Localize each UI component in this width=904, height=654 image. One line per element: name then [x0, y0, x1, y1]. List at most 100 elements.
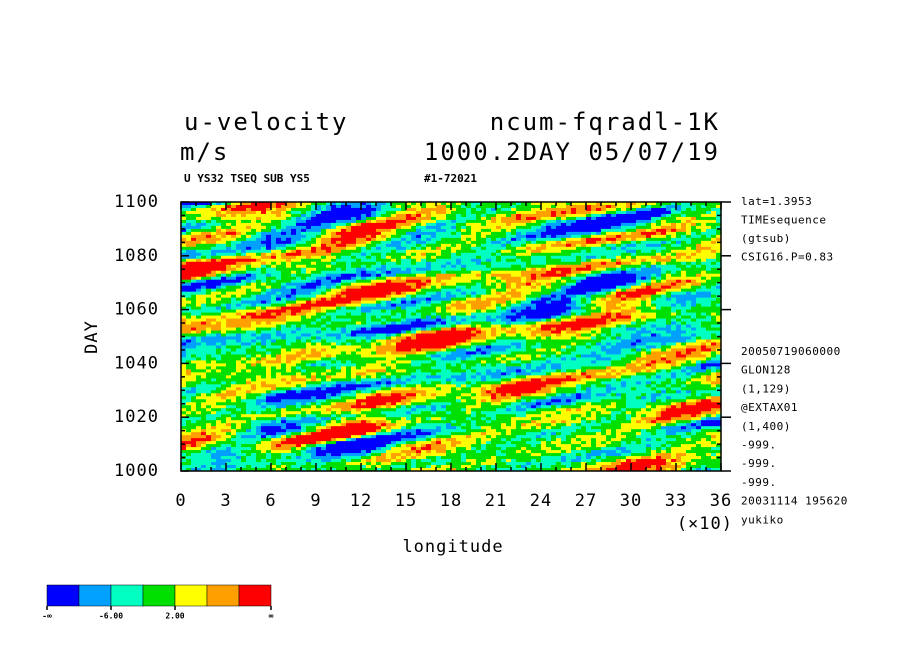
field-cell — [411, 261, 417, 266]
field-cell — [661, 306, 667, 310]
field-cell — [691, 321, 697, 325]
field-cell — [291, 219, 297, 224]
field-cell — [506, 306, 512, 310]
field-cell — [696, 252, 702, 257]
field-cell — [681, 252, 687, 257]
field-cell — [196, 243, 202, 248]
field-cell — [626, 315, 632, 319]
field-cell — [241, 225, 247, 230]
field-cell — [211, 213, 217, 218]
field-cell — [696, 213, 702, 218]
field-cell — [661, 210, 667, 215]
field-cell — [656, 282, 662, 287]
field-cell — [581, 276, 587, 281]
field-cell — [451, 249, 457, 254]
field-cell — [231, 240, 237, 245]
field-cell — [186, 309, 192, 313]
field-cell — [536, 237, 542, 242]
field-cell — [421, 213, 427, 218]
field-cell — [651, 243, 657, 248]
field-cell — [336, 285, 342, 290]
field-cell — [581, 333, 587, 337]
field-cell — [276, 255, 282, 260]
field-cell — [321, 207, 327, 212]
field-cell — [516, 327, 522, 331]
field-cell — [206, 240, 212, 245]
field-cell — [696, 309, 702, 313]
field-cell — [306, 336, 312, 340]
field-cell — [201, 222, 207, 227]
field-cell — [371, 237, 377, 242]
field-cell — [386, 213, 392, 218]
field-cell — [276, 264, 282, 269]
field-cell — [406, 228, 412, 233]
field-cell — [716, 270, 722, 275]
field-cell — [606, 234, 612, 239]
field-cell — [211, 207, 217, 212]
field-cell — [211, 321, 217, 325]
field-cell — [386, 243, 392, 248]
field-cell — [606, 270, 612, 275]
field-cell — [356, 258, 362, 263]
field-cell — [306, 264, 312, 269]
field-cell — [516, 306, 522, 310]
field-cell — [656, 312, 662, 316]
field-cell — [506, 252, 512, 257]
field-cell — [301, 255, 307, 260]
field-cell — [621, 288, 627, 293]
field-cell — [596, 297, 602, 302]
field-cell — [481, 336, 487, 340]
field-cell — [561, 318, 567, 322]
field-cell — [456, 219, 462, 224]
field-cell — [316, 273, 322, 278]
field-cell — [336, 297, 342, 302]
field-cell — [251, 264, 257, 269]
field-cell — [561, 213, 567, 218]
field-cell — [191, 276, 197, 281]
field-cell — [276, 222, 282, 227]
field-cell — [316, 204, 322, 209]
field-cell — [221, 312, 227, 316]
field-cell — [556, 243, 562, 248]
field-cell — [621, 336, 627, 340]
field-cell — [616, 225, 622, 230]
field-cell — [491, 309, 497, 313]
field-cell — [226, 225, 232, 230]
field-cell — [351, 237, 357, 242]
field-cell — [431, 225, 437, 230]
field-cell — [486, 336, 492, 340]
field-cell — [216, 255, 222, 260]
field-cell — [416, 336, 422, 340]
field-cell — [231, 321, 237, 325]
field-cell — [601, 219, 607, 224]
field-cell — [681, 234, 687, 239]
field-cell — [531, 249, 537, 254]
field-cell — [521, 249, 527, 254]
field-cell — [511, 231, 517, 236]
field-cell — [271, 225, 277, 230]
field-cell — [401, 240, 407, 245]
field-cell — [566, 207, 572, 212]
field-cell — [186, 255, 192, 260]
field-cell — [221, 282, 227, 287]
field-cell — [516, 324, 522, 328]
field-cell — [191, 330, 197, 334]
field-cell — [706, 285, 712, 290]
field-cell — [676, 216, 682, 221]
field-cell — [691, 273, 697, 278]
field-cell — [306, 282, 312, 287]
field-cell — [621, 267, 627, 272]
field-cell — [231, 285, 237, 290]
field-cell — [456, 306, 462, 310]
field-cell — [541, 267, 547, 272]
field-cell — [576, 309, 582, 313]
field-cell — [481, 207, 487, 212]
field-cell — [631, 222, 637, 227]
field-cell — [321, 216, 327, 221]
field-cell — [376, 288, 382, 293]
field-cell — [436, 306, 442, 310]
field-cell — [581, 207, 587, 212]
field-cell — [371, 249, 377, 254]
field-cell — [266, 333, 272, 337]
field-cell — [431, 204, 437, 209]
